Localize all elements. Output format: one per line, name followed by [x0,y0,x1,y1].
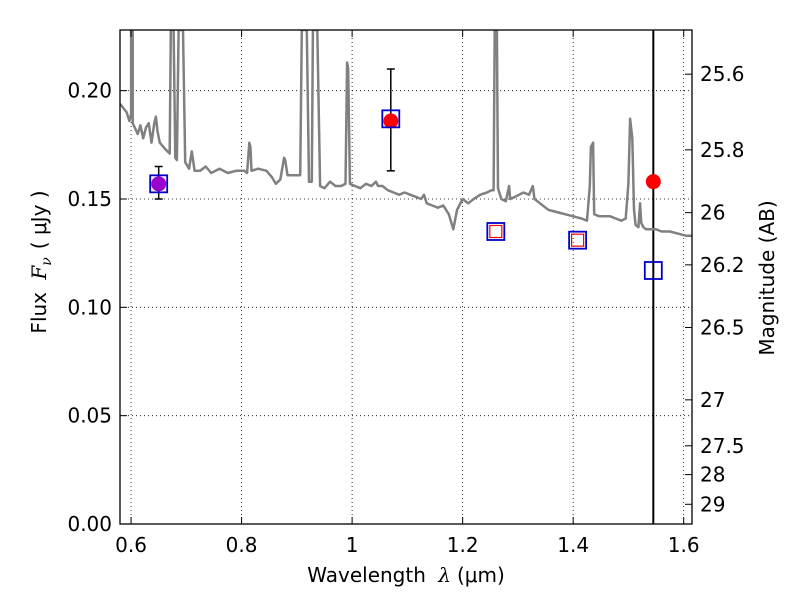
y-axis-right: 25.6 25.8 26 26.2 26.5 27 27.5 28 29 [685,62,745,516]
plot-frame [119,29,693,525]
model-photometry-marker [486,222,506,241]
model-photometry-marker [381,109,401,129]
x-tick-label: 0.6 [115,533,147,557]
y-axis-label-left: Flux Fν ( μJy ) [27,190,55,333]
spectrum-layer [120,30,692,238]
x-axis-label-unit: (μm) [457,563,505,587]
x-axis: 0.6 0.8 1 1.2 1.4 1.6 [115,30,700,557]
y-axis-label-unit: ( μJy ) [27,190,51,249]
x-tick-label: 1.4 [557,533,589,557]
y-tick-label: 0.00 [67,512,112,536]
observed-flux-point [151,176,167,192]
model-spectrum-line [120,30,692,238]
y-axis-left: 0.00 0.05 0.10 0.15 0.20 [67,79,127,536]
magnitude-tick-label: 28 [700,463,725,487]
magnitude-tick-label: 26.2 [700,253,745,277]
observed-flux-point [383,113,399,129]
upper-limit-marker [489,224,503,239]
y-tick-label: 0.15 [67,187,112,211]
magnitude-tick-label: 29 [700,492,725,516]
magnitude-tick-label: 27.5 [700,434,745,458]
x-tick-label: 1.6 [668,533,700,557]
observed-flux-point [645,174,661,190]
y-tick-label: 0.20 [67,79,112,103]
errorbar-layer [154,68,395,200]
model-photometry-marker [149,174,169,194]
magnitude-tick-label: 25.8 [700,138,745,162]
magnitude-tick-label: 27 [700,388,725,412]
x-tick-label: 1.2 [447,533,479,557]
x-tick-label: 1 [346,533,359,557]
y-axis-label-var: F [27,265,51,281]
model-photometry-marker [643,261,663,280]
magnitude-tick-label: 25.6 [700,62,745,86]
y-axis-label-prefix: Flux [27,286,51,334]
y-axis-label-sub: ν [39,257,55,266]
magnitude-tick-label: 26.5 [700,315,745,339]
x-axis-label-prefix: Wavelength [307,563,432,587]
x-axis-label: Wavelength λ (μm) [307,563,505,587]
model-photometry-marker [568,230,587,250]
grid-layer [120,30,692,524]
y-tick-label: 0.10 [67,295,112,319]
magnitude-tick-label: 26 [700,201,725,225]
x-tick-label: 0.8 [226,533,258,557]
x-axis-label-lambda: λ [437,563,451,587]
y-tick-label: 0.05 [67,404,112,428]
upper-limit-marker [570,233,585,247]
marker-layer [149,109,663,280]
y-axis-label-right: Magnitude (AB) [755,200,779,355]
